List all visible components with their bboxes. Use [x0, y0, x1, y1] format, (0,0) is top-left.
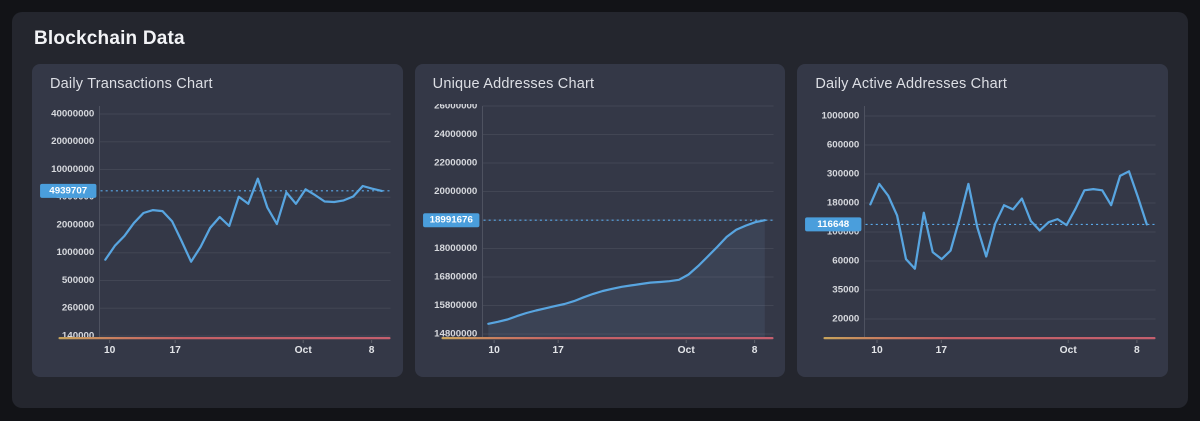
daily-transactions-chart[interactable]: 1400002600005000001000000200000040000001…	[38, 104, 397, 356]
daily-active-addresses-chart[interactable]: 20000 35000 60000 100000 180000 300000 600000 1…	[803, 104, 1162, 356]
unique-addresses-chart[interactable]: 14800000 15800000 16800000 18000000 20000000…	[421, 104, 780, 356]
svg-text:17: 17	[169, 345, 181, 356]
svg-text:8: 8	[1134, 345, 1140, 356]
svg-text:17: 17	[552, 345, 564, 356]
svg-text:20000000: 20000000	[434, 186, 477, 197]
svg-text:22000000: 22000000	[434, 158, 477, 169]
svg-text:10: 10	[872, 345, 884, 356]
svg-text:18000000: 18000000	[434, 243, 477, 254]
svg-text:10000000: 10000000	[51, 164, 94, 175]
current-value-badge: 4939707	[40, 183, 97, 198]
svg-text:300000: 300000	[827, 169, 859, 180]
svg-text:16800000: 16800000	[434, 272, 477, 283]
svg-text:180000: 180000	[827, 198, 859, 209]
current-value-badge: 116648	[805, 217, 862, 232]
chart-cards-row: Daily Transactions Chart 140000 260000 500…	[32, 64, 1169, 377]
svg-text:2000000: 2000000	[56, 220, 94, 231]
svg-text:Oct: Oct	[1060, 345, 1078, 356]
svg-text:18991676: 18991676	[429, 215, 472, 226]
svg-text:20000: 20000	[833, 314, 860, 325]
chart-title-daily-active-addresses: Daily Active Addresses Chart	[815, 76, 1008, 92]
svg-text:35000: 35000	[833, 285, 860, 296]
chart-card-daily-active-addresses: Daily Active Addresses Chart 20000 35000 6…	[797, 64, 1169, 377]
svg-text:600000: 600000	[827, 140, 859, 151]
svg-text:1000000: 1000000	[56, 247, 94, 258]
svg-text:10: 10	[488, 345, 500, 356]
svg-text:1000000: 1000000	[822, 111, 860, 122]
svg-text:26000000: 26000000	[434, 104, 477, 111]
svg-text:60000: 60000	[833, 256, 860, 267]
dashboard-panel: Blockchain Data Daily Transactions Chart…	[12, 12, 1188, 408]
svg-text:14800000: 14800000	[434, 329, 477, 340]
svg-text:Oct: Oct	[677, 345, 695, 356]
page-title: Blockchain Data	[34, 28, 185, 49]
svg-text:8: 8	[369, 345, 375, 356]
chart-title-daily-transactions: Daily Transactions Chart	[50, 76, 213, 92]
svg-text:140000: 140000	[62, 331, 94, 342]
chart-title-unique-addresses: Unique Addresses Chart	[432, 76, 595, 92]
current-value-badge: 18991676	[422, 213, 480, 228]
svg-text:17: 17	[936, 345, 948, 356]
chart-card-unique-addresses: Unique Addresses Chart 14800000 15800000 1…	[414, 64, 786, 377]
svg-text:Oct: Oct	[295, 345, 313, 356]
chart-card-daily-transactions: Daily Transactions Chart 140000 260000 500…	[32, 64, 403, 377]
svg-text:116648: 116648	[818, 219, 851, 230]
svg-text:500000: 500000	[62, 275, 94, 286]
svg-text:20000000: 20000000	[51, 136, 94, 147]
svg-text:40000000: 40000000	[51, 109, 94, 120]
svg-text:8: 8	[751, 345, 757, 356]
svg-text:4939707: 4939707	[49, 185, 87, 196]
svg-text:24000000: 24000000	[434, 129, 477, 140]
svg-text:100000: 100000	[827, 227, 859, 238]
svg-text:15800000: 15800000	[434, 300, 477, 311]
svg-text:10: 10	[104, 345, 116, 356]
svg-text:260000: 260000	[62, 303, 94, 314]
